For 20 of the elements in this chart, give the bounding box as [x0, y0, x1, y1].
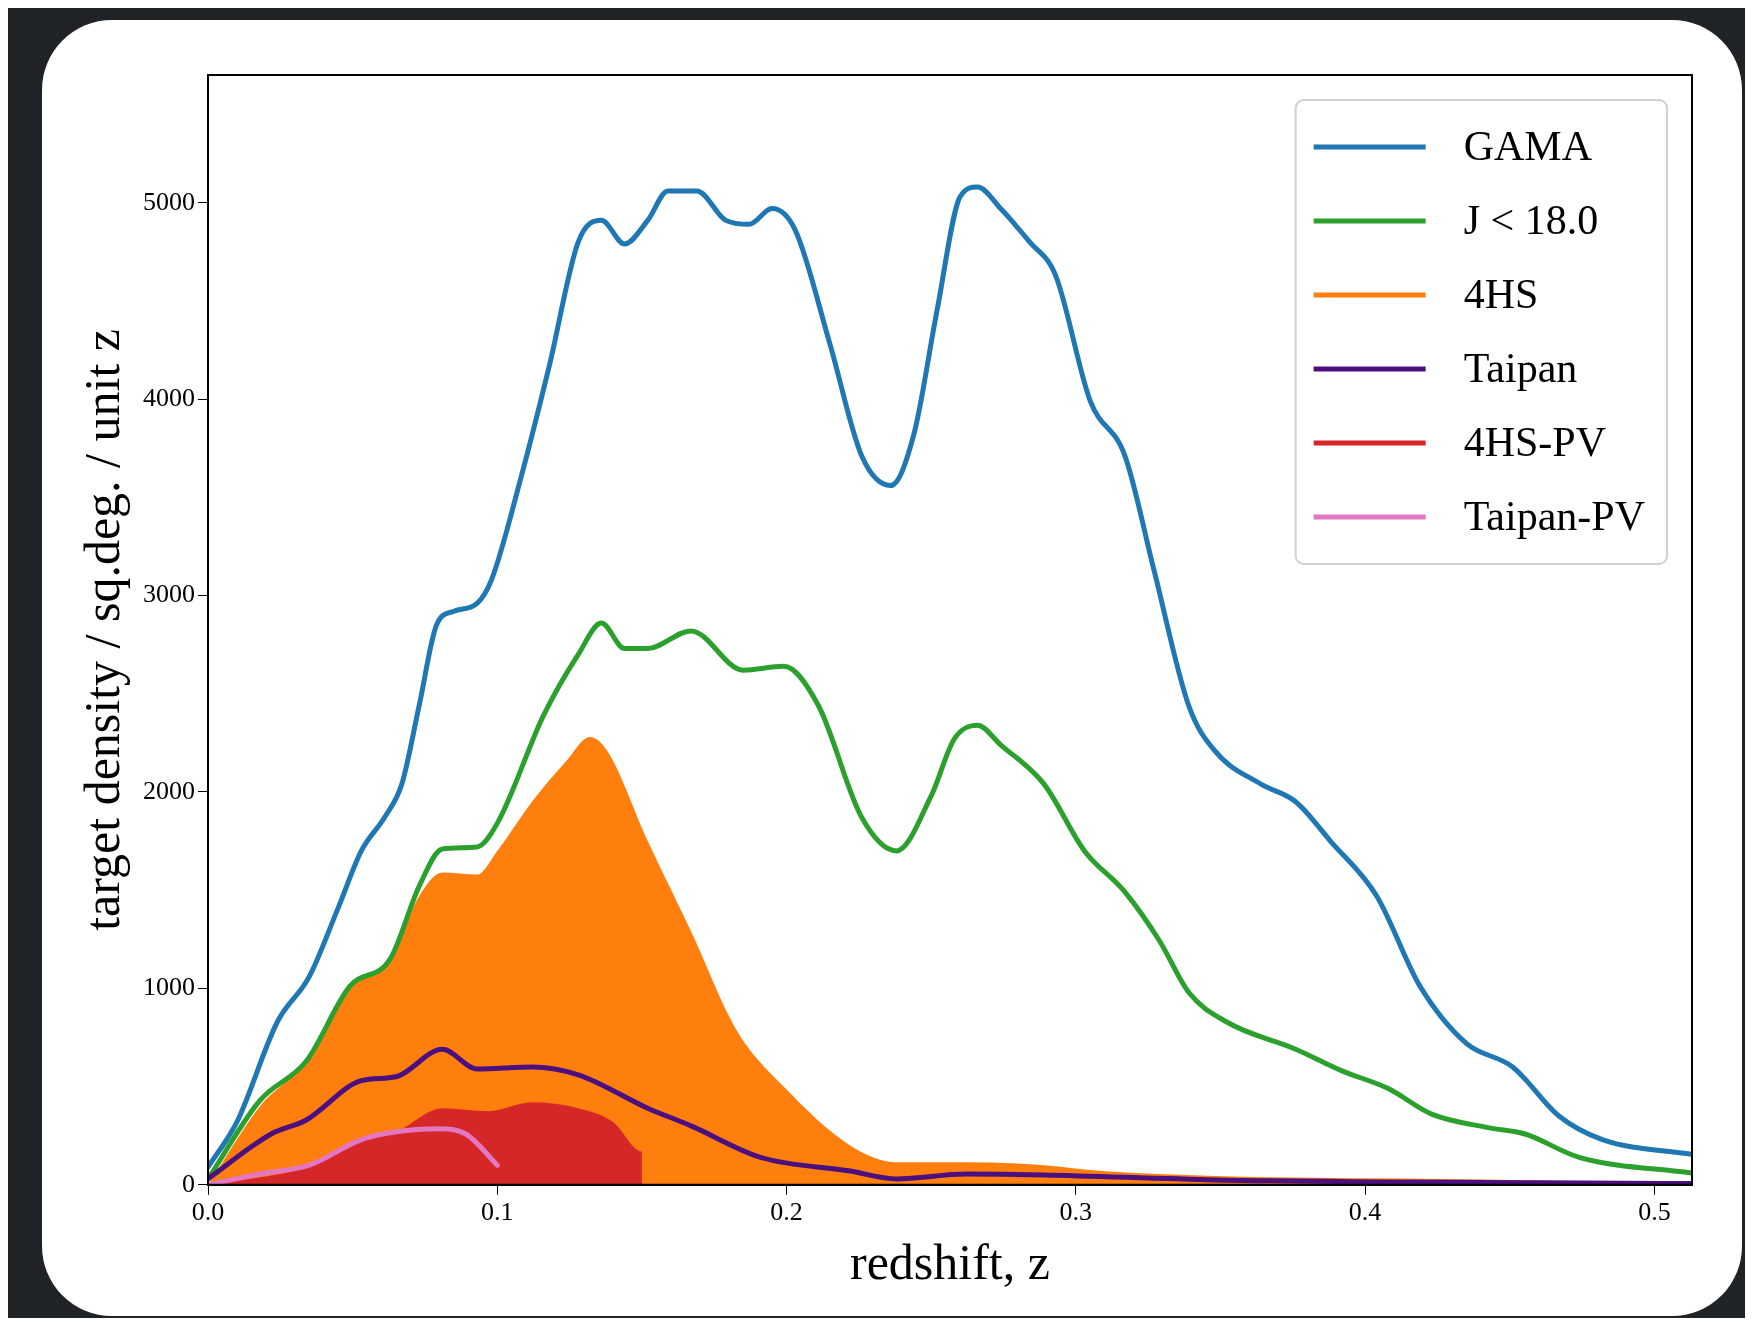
y-tick-label: 3000	[143, 579, 195, 609]
x-axis-title: redshift, z	[850, 1234, 1050, 1291]
y-tick-label: 2000	[143, 775, 195, 805]
x-tick-label: 0.4	[1348, 1197, 1382, 1227]
y-tick-label: 4000	[143, 382, 195, 412]
y-tick-label: 0	[182, 1168, 195, 1198]
x-tick-label: 0.2	[770, 1197, 803, 1227]
legend-label: Taipan	[1463, 345, 1578, 392]
y-tick-label: 5000	[143, 186, 195, 216]
x-tick-label: 0.0	[191, 1197, 225, 1227]
x-tick-label: 0.1	[481, 1197, 514, 1227]
legend-label: GAMA	[1463, 123, 1593, 170]
legend-label: J < 18.0	[1463, 197, 1599, 244]
legend-label: 4HS	[1463, 271, 1539, 318]
y-axis-title: target density / sq.deg. / unit z	[74, 329, 131, 931]
y-tick-label: 1000	[143, 972, 195, 1002]
x-tick-label: 0.5	[1638, 1197, 1671, 1227]
x-tick-label: 0.3	[1059, 1197, 1093, 1227]
legend-label: 4HS-PV	[1463, 419, 1607, 466]
legend-label: Taipan-PV	[1463, 493, 1646, 540]
